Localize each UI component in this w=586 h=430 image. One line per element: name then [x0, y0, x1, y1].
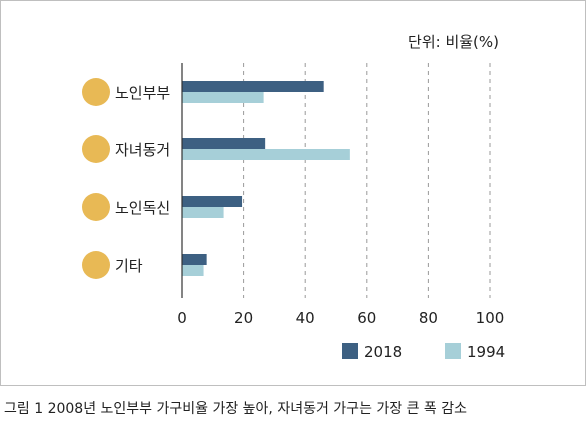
category-dot-3: [82, 251, 110, 279]
bar-2018-0: [182, 81, 324, 92]
category-label-1: 자녀동거: [115, 141, 170, 159]
legend-label-1994: 1994: [467, 343, 505, 361]
x-tick-label-0: 0: [177, 309, 187, 327]
x-tick-label-100: 100: [476, 309, 505, 327]
x-tick-label-20: 20: [234, 309, 253, 327]
figure-caption: 그림 1 2008년 노인부부 가구비율 가장 높아, 자녀동거 가구는 가장 …: [4, 401, 468, 417]
bar-1994-3: [182, 265, 204, 276]
bar-1994-1: [182, 149, 350, 160]
bar-1994-0: [182, 92, 264, 103]
legend-swatch-2018: [342, 343, 358, 359]
category-label-3: 기타: [115, 257, 143, 275]
legend-label-2018: 2018: [364, 343, 402, 361]
bar-2018-2: [182, 196, 243, 207]
category-label-0: 노인부부: [115, 84, 170, 102]
bar-2018-1: [182, 138, 266, 149]
category-dot-1: [82, 135, 110, 163]
unit-label: 단위: 비율(%): [408, 33, 499, 51]
x-tick-label-80: 80: [419, 309, 438, 327]
legend-swatch-1994: [445, 343, 461, 359]
category-label-2: 노인독신: [115, 199, 170, 217]
category-dot-2: [82, 193, 110, 221]
x-tick-label-60: 60: [357, 309, 376, 327]
category-dot-0: [82, 78, 110, 106]
x-tick-label-40: 40: [296, 309, 315, 327]
bar-1994-2: [182, 207, 224, 218]
bar-2018-3: [182, 254, 207, 265]
